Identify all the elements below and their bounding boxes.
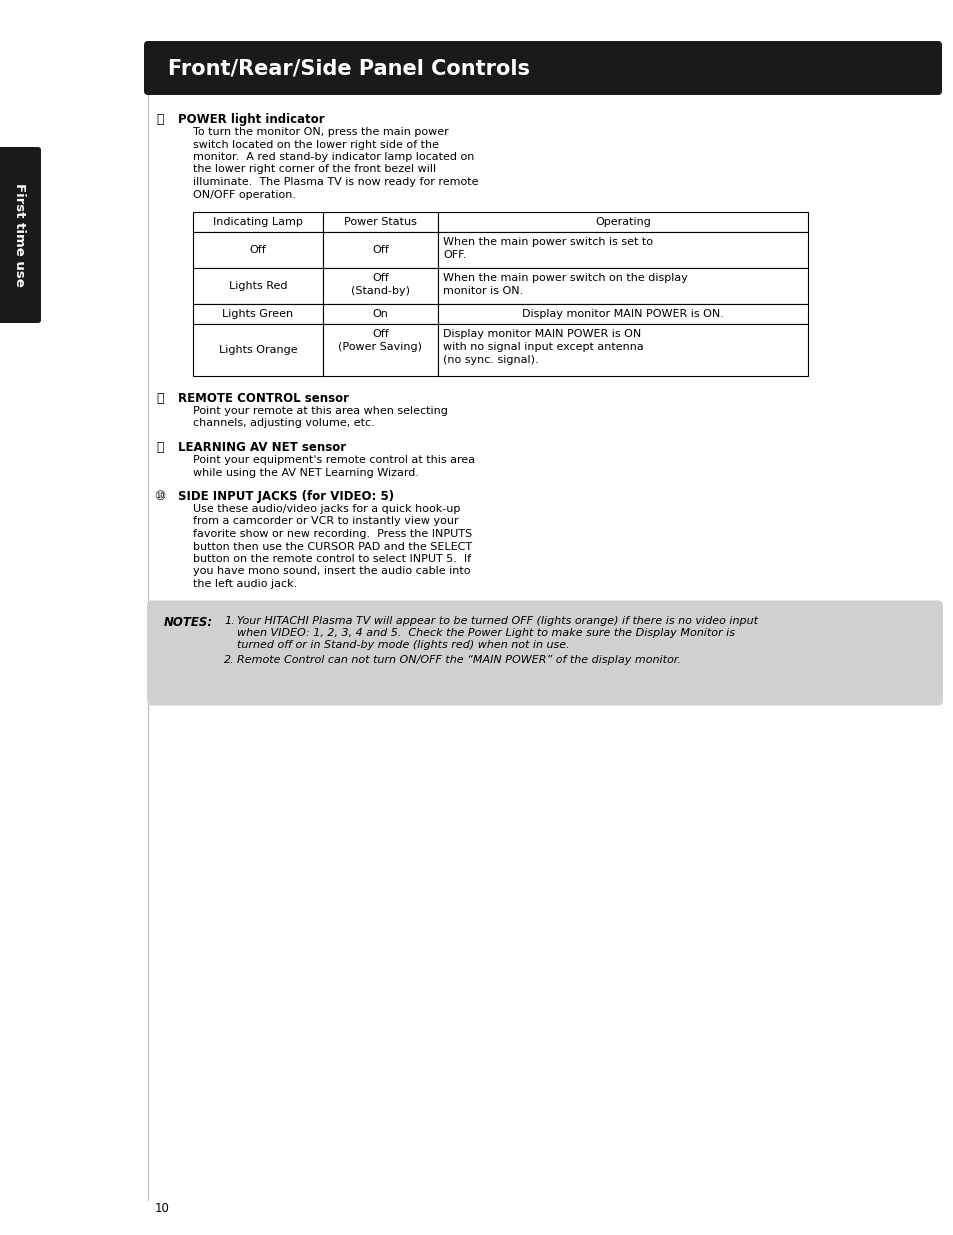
Text: Remote Control can not turn ON/OFF the “MAIN POWER” of the display monitor.: Remote Control can not turn ON/OFF the “…: [236, 655, 680, 664]
Bar: [323, 324, 437, 375]
Text: from a camcorder or VCR to instantly view your: from a camcorder or VCR to instantly vie…: [193, 516, 458, 526]
Text: First time use: First time use: [12, 183, 26, 287]
Text: (Stand-by): (Stand-by): [351, 287, 410, 296]
Text: Indicating Lamp: Indicating Lamp: [213, 217, 303, 227]
Text: when VIDEO: 1, 2, 3, 4 and 5.  Check the Power Light to make sure the Display Mo: when VIDEO: 1, 2, 3, 4 and 5. Check the …: [236, 629, 734, 638]
Bar: [193, 212, 323, 232]
Text: turned off or in Stand-by mode (lights red) when not in use.: turned off or in Stand-by mode (lights r…: [236, 641, 569, 651]
Text: Front/Rear/Side Panel Controls: Front/Rear/Side Panel Controls: [168, 58, 530, 78]
Text: 1.: 1.: [224, 615, 234, 625]
Text: while using the AV NET Learning Wizard.: while using the AV NET Learning Wizard.: [193, 468, 418, 478]
Bar: [437, 324, 807, 375]
Text: REMOTE CONTROL sensor: REMOTE CONTROL sensor: [178, 391, 349, 405]
Text: NOTES:: NOTES:: [164, 615, 213, 629]
Bar: [323, 268, 437, 304]
Text: To turn the monitor ON, press the main power: To turn the monitor ON, press the main p…: [193, 127, 448, 137]
Text: Display monitor MAIN POWER is ON: Display monitor MAIN POWER is ON: [442, 329, 640, 338]
Bar: [437, 304, 807, 324]
Bar: [437, 268, 807, 304]
Text: illuminate.  The Plasma TV is now ready for remote: illuminate. The Plasma TV is now ready f…: [193, 177, 478, 186]
Text: Use these audio/video jacks for a quick hook-up: Use these audio/video jacks for a quick …: [193, 504, 460, 514]
Bar: [323, 232, 437, 268]
Text: When the main power switch is set to: When the main power switch is set to: [442, 237, 652, 247]
Text: Your HITACHI Plasma TV will appear to be turned OFF (lights orange) if there is : Your HITACHI Plasma TV will appear to be…: [236, 615, 758, 625]
Text: Lights Red: Lights Red: [229, 282, 287, 291]
Bar: [323, 212, 437, 232]
Text: POWER light indicator: POWER light indicator: [178, 112, 324, 126]
Text: with no signal input except antenna: with no signal input except antenna: [442, 342, 643, 352]
Text: 2.: 2.: [224, 655, 234, 664]
FancyBboxPatch shape: [147, 600, 942, 705]
Text: On: On: [373, 309, 388, 319]
Text: Point your equipment's remote control at this area: Point your equipment's remote control at…: [193, 454, 475, 466]
Text: button on the remote control to select INPUT 5.  If: button on the remote control to select I…: [193, 555, 471, 564]
Text: Lights Green: Lights Green: [222, 309, 294, 319]
FancyBboxPatch shape: [144, 41, 941, 95]
Bar: [193, 268, 323, 304]
Text: Point your remote at this area when selecting: Point your remote at this area when sele…: [193, 406, 447, 416]
Text: the lower right corner of the front bezel will: the lower right corner of the front beze…: [193, 164, 436, 174]
Text: Off: Off: [250, 245, 266, 254]
Text: (no sync. signal).: (no sync. signal).: [442, 354, 538, 366]
Text: ON/OFF operation.: ON/OFF operation.: [193, 189, 295, 200]
Bar: [323, 304, 437, 324]
Text: OFF.: OFF.: [442, 249, 466, 261]
Text: monitor.  A red stand-by indicator lamp located on: monitor. A red stand-by indicator lamp l…: [193, 152, 474, 162]
Text: 10: 10: [154, 1202, 170, 1215]
Text: channels, adjusting volume, etc.: channels, adjusting volume, etc.: [193, 419, 375, 429]
Text: Display monitor MAIN POWER is ON.: Display monitor MAIN POWER is ON.: [521, 309, 723, 319]
Text: ⓗ: ⓗ: [156, 112, 164, 126]
Text: ⑩: ⑩: [154, 490, 166, 503]
Text: Power Status: Power Status: [344, 217, 416, 227]
Text: LEARNING AV NET sensor: LEARNING AV NET sensor: [178, 441, 346, 454]
Text: Off: Off: [372, 273, 389, 283]
Text: (Power Saving): (Power Saving): [338, 342, 422, 352]
FancyBboxPatch shape: [0, 147, 41, 324]
Text: Off: Off: [372, 245, 389, 254]
Text: Off: Off: [372, 329, 389, 338]
Text: ⓘ: ⓘ: [156, 441, 164, 454]
Bar: [193, 324, 323, 375]
Text: Lights Orange: Lights Orange: [218, 345, 297, 354]
Text: SIDE INPUT JACKS (for VIDEO: 5): SIDE INPUT JACKS (for VIDEO: 5): [178, 490, 394, 503]
Text: you have mono sound, insert the audio cable into: you have mono sound, insert the audio ca…: [193, 567, 470, 577]
Text: button then use the CURSOR PAD and the SELECT: button then use the CURSOR PAD and the S…: [193, 541, 472, 552]
Text: the left audio jack.: the left audio jack.: [193, 579, 297, 589]
Bar: [193, 232, 323, 268]
Text: favorite show or new recording.  Press the INPUTS: favorite show or new recording. Press th…: [193, 529, 472, 538]
Bar: [193, 304, 323, 324]
Bar: [437, 212, 807, 232]
Text: switch located on the lower right side of the: switch located on the lower right side o…: [193, 140, 438, 149]
Text: monitor is ON.: monitor is ON.: [442, 287, 522, 296]
Bar: [437, 232, 807, 268]
Text: Operating: Operating: [595, 217, 650, 227]
Text: When the main power switch on the display: When the main power switch on the displa…: [442, 273, 687, 283]
Text: ⓘ: ⓘ: [156, 391, 164, 405]
